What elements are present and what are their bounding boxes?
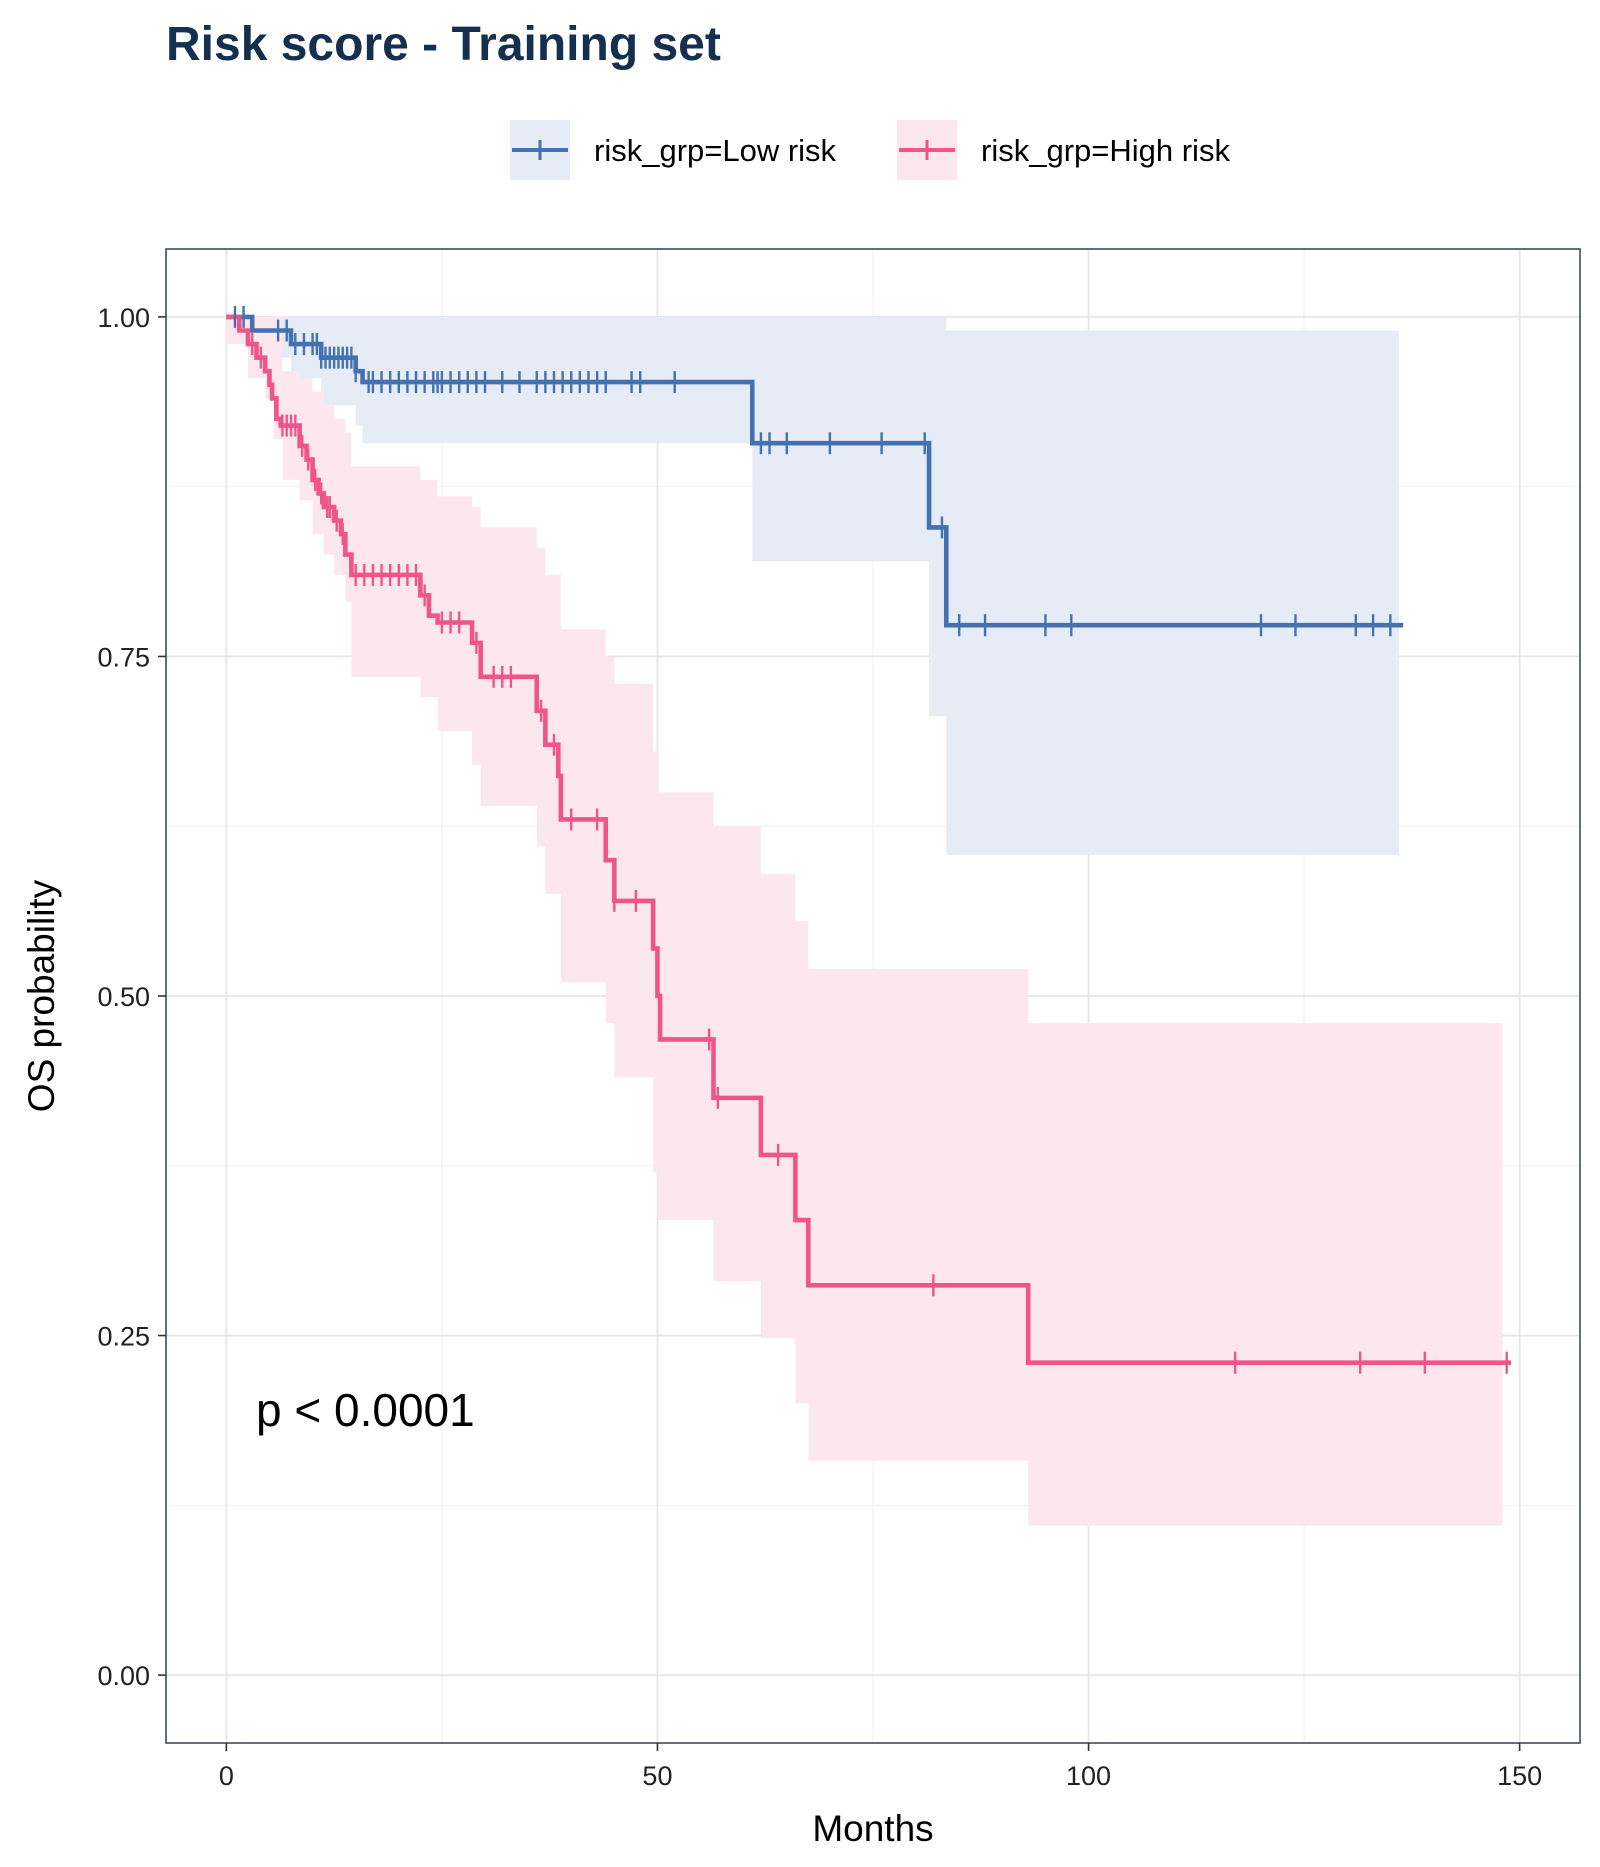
- y-tick-label: 1.00: [97, 303, 150, 333]
- legend-label-high-risk: risk_grp=High risk: [981, 133, 1230, 168]
- y-axis-title: OS probability: [21, 879, 62, 1112]
- censor-marks: [233, 305, 1508, 1374]
- confidence-band-high-risk: [226, 316, 1503, 1526]
- legend-label-low-risk: risk_grp=Low risk: [594, 133, 837, 168]
- x-tick-label: 0: [219, 1761, 234, 1791]
- y-tick-label: 0.00: [97, 1661, 150, 1691]
- x-tick-label: 50: [642, 1761, 672, 1791]
- x-tick-label: 150: [1497, 1761, 1542, 1791]
- legend: risk_grp=Low risk risk_grp=High risk: [510, 120, 1230, 180]
- plot-area: p < 0.0001: [165, 248, 1581, 1744]
- confidence-bands: [226, 316, 1503, 1526]
- x-tick-label: 100: [1066, 1761, 1111, 1791]
- confidence-band-low-risk: [226, 316, 1399, 855]
- p-value-annotation: p < 0.0001: [256, 1384, 475, 1436]
- survival-curve-low-risk: [226, 314, 1404, 628]
- chart-title: Risk score - Training set: [166, 18, 721, 71]
- y-tick-label: 0.75: [97, 642, 150, 672]
- legend-item-high-risk[interactable]: risk_grp=High risk: [897, 120, 1230, 180]
- y-tick-label: 0.25: [97, 1322, 150, 1352]
- legend-item-low-risk[interactable]: risk_grp=Low risk: [510, 120, 837, 180]
- x-axis-title: Months: [812, 1808, 933, 1849]
- y-tick-label: 0.50: [97, 982, 150, 1012]
- axes: 0 50 100 150 0.00 0.25 0.50 0.75 1.00: [97, 303, 1542, 1791]
